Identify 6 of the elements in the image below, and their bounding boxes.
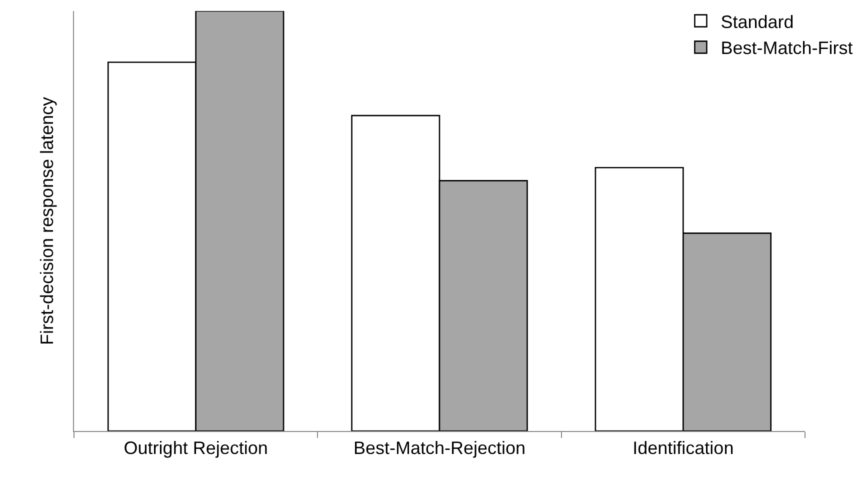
x-tick-label: Best-Match-Rejection — [353, 438, 526, 458]
y-axis-title: First-decision response latency — [37, 96, 58, 346]
x-tick-label: Outright Rejection — [124, 438, 268, 458]
legend-label: Best-Match-First — [720, 38, 853, 58]
x-tick-label: Identification — [632, 438, 734, 458]
legend-label: Standard — [720, 12, 794, 32]
